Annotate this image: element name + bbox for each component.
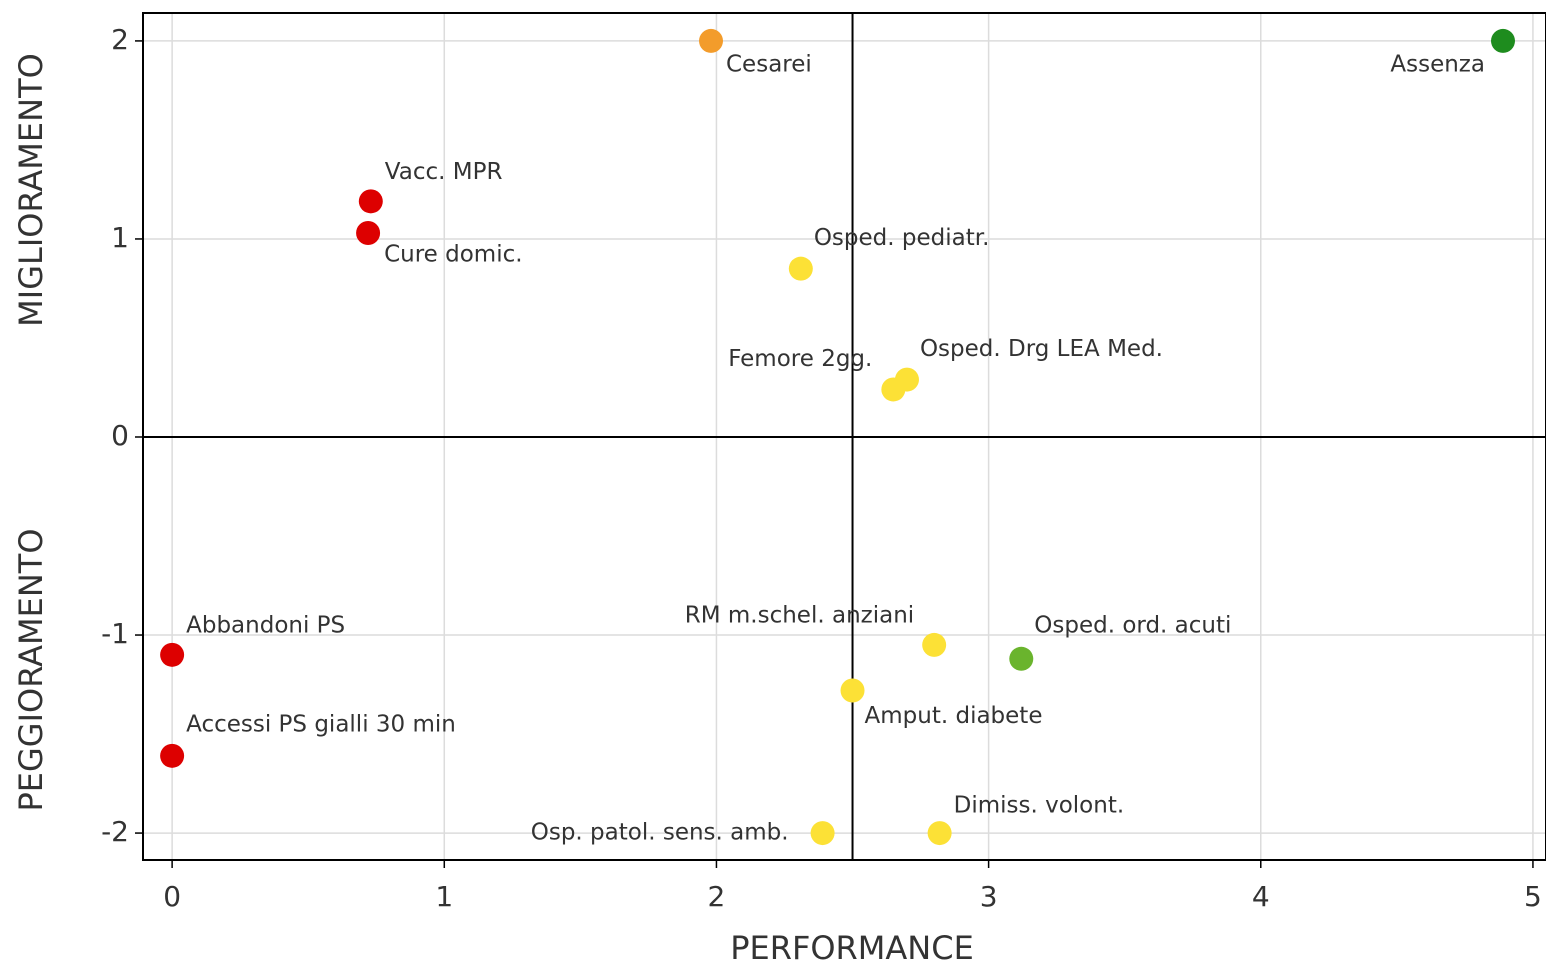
plot-frame [142,12,1546,861]
point-label: RM m.schel. anziani [685,602,914,628]
point-label: Cure domic. [384,242,522,268]
point [788,256,813,281]
point [160,743,185,768]
point [927,821,952,846]
y-tick-label: 1 [111,221,129,254]
point-label: Osped. Drg LEA Med. [920,336,1163,362]
point-label: Dimiss. volont. [954,793,1125,819]
point [894,367,919,392]
point-label: Amput. diabete [865,703,1043,729]
point-label: Osp. patol. sens. amb. [531,820,789,846]
point-label: Femore 2gg. [728,346,872,372]
point-label: Vacc. MPR [385,159,503,185]
point [1490,28,1515,53]
point-label: Osped. ord. acuti [1034,612,1231,638]
point [356,221,381,246]
y-tick-label: -2 [101,815,129,848]
x-tick-label: 4 [1252,880,1270,913]
point [358,189,383,214]
point-label: Abbandoni PS [186,612,345,638]
point [699,28,724,53]
x-axis-label: PERFORMANCE [730,929,974,967]
point [1009,646,1034,671]
point-label: Accessi PS gialli 30 min [186,711,456,737]
point [810,821,835,846]
x-tick-label: 2 [708,880,726,913]
y-axis-label: MIGLIORAMENTO [12,53,50,327]
point [840,678,865,703]
x-tick-label: 5 [1524,880,1542,913]
point [160,642,185,667]
x-tick-label: 0 [163,880,181,913]
point-label: Assenza [1390,51,1485,77]
y-tick-label: -1 [101,617,129,650]
point-label: Osped. pediatr. [814,225,990,251]
y-axis-label: PEGGIORAMENTO [12,528,50,811]
y-tick-label: 0 [111,419,129,452]
point [922,632,947,657]
x-tick-label: 1 [435,880,453,913]
point-label: Cesarei [726,51,812,77]
y-tick-label: 2 [111,23,129,56]
x-tick-label: 3 [980,880,998,913]
